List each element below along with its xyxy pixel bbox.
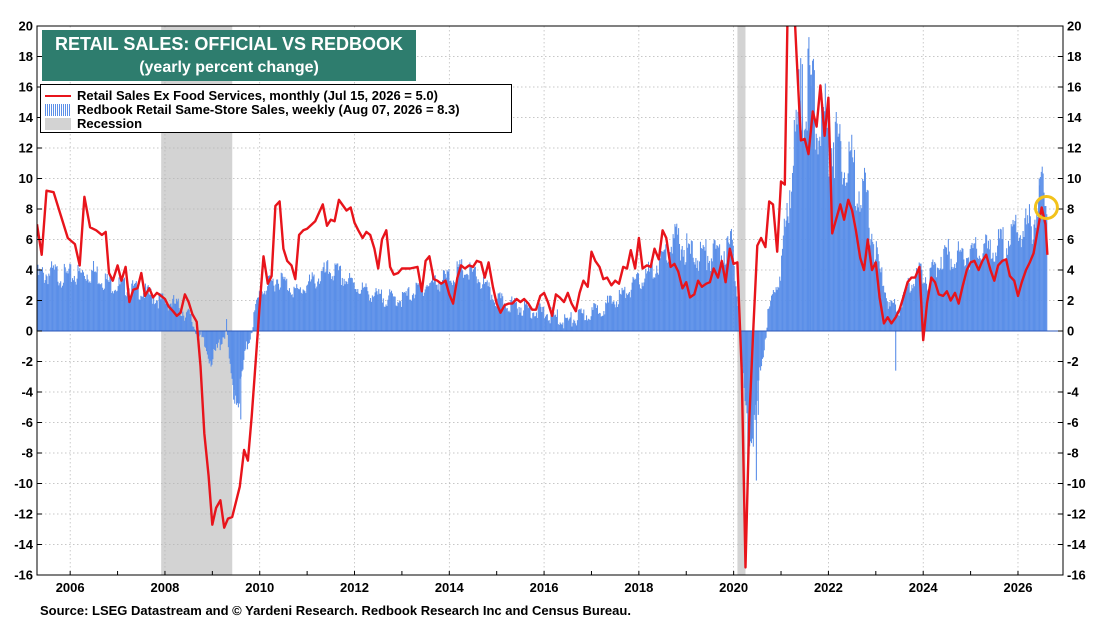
y-tick-label-right: 10 [1067,171,1081,186]
official-series-line [37,26,1049,569]
y-tick-label-right: 18 [1067,49,1081,64]
y-tick-label-left: -14 [14,537,34,552]
y-tick-label-right: 4 [1067,263,1075,278]
chart-subtitle: (yearly percent change) [139,59,319,76]
x-tick-label: 2020 [719,580,748,595]
legend-swatch-recession [45,117,71,130]
official-line [37,26,1049,569]
y-tick-label-left: 10 [19,171,33,186]
legend-label-recession: Recession [77,116,143,131]
y-tick-label-left: 0 [26,324,33,339]
y-tick-label-right: -6 [1067,415,1079,430]
legend: Retail Sales Ex Food Services, monthly (… [40,84,512,133]
source-note: Source: LSEG Datastream and © Yardeni Re… [40,603,631,618]
y-tick-label-right: -8 [1067,446,1079,461]
y-tick-label-left: 18 [19,49,33,64]
y-tick-label-left: 20 [19,19,33,34]
y-axis-left: -16 -14 -12 -10 -8 -6 -4 -2 0 2 4 6 8 10 12 14 16 18 20 [14,19,42,583]
y-tick-label-right: -14 [1067,537,1087,552]
y-tick-label-right: 16 [1067,80,1081,95]
legend-label-redbook: Redbook Retail Same-Store Sales, weekly … [77,102,460,117]
y-tick-label-right: 8 [1067,202,1074,217]
y-tick-label-right: 20 [1067,19,1081,34]
y-tick-label-right: -2 [1067,354,1079,369]
y-tick-label-right: -12 [1067,507,1086,522]
legend-item-official: Retail Sales Ex Food Services, monthly (… [45,88,438,103]
highlight-marker [1033,194,1059,220]
x-tick-label: 2006 [56,580,85,595]
y-tick-label-left: -2 [21,354,33,369]
legend-swatch-bars [45,103,71,116]
y-tick-label-left: 6 [26,232,33,247]
y-tick-label-right: -10 [1067,476,1086,491]
y-tick-label-left: -4 [21,385,33,400]
x-tick-label: 2018 [624,580,653,595]
x-tick-label: 2014 [435,580,465,595]
x-tick-label: 2008 [150,580,179,595]
y-tick-label-right: 14 [1067,110,1082,125]
legend-item-redbook: Redbook Retail Same-Store Sales, weekly … [45,102,460,117]
highlight-circle [1033,194,1059,220]
y-tick-label-left: -6 [21,415,33,430]
x-tick-label: 2026 [1004,580,1033,595]
y-tick-label-left: 12 [19,141,33,156]
y-tick-label-left: 16 [19,80,33,95]
y-tick-label-right: 2 [1067,293,1074,308]
y-tick-label-left: -16 [14,568,33,583]
y-tick-label-right: 12 [1067,141,1081,156]
y-tick-label-left: 4 [26,263,34,278]
x-tick-label: 2022 [814,580,843,595]
legend-swatch-line [45,95,71,97]
x-tick-label: 2012 [340,580,369,595]
y-tick-label-left: 14 [19,110,34,125]
y-axis-right: -16 -14 -12 -10 -8 -6 -4 -2 0 2 4 6 8 10 12 14 16 18 20 [1058,19,1087,583]
y-tick-label-left: -10 [14,476,33,491]
x-tick-label: 2024 [909,580,939,595]
x-tick-label: 2016 [530,580,559,595]
y-tick-label-left: 8 [26,202,33,217]
legend-label-official: Retail Sales Ex Food Services, monthly (… [77,88,438,103]
chart-title-box: RETAIL SALES: OFFICIAL VS REDBOOK (yearl… [42,30,416,81]
x-axis: 2006 2008 2010 2012 2014 2016 2018 2020 2022 2024… [56,571,1033,595]
y-tick-label-right: 0 [1067,324,1074,339]
chart-title: RETAIL SALES: OFFICIAL VS REDBOOK [54,34,404,54]
redbook-bars [36,37,1048,481]
y-tick-label-left: 2 [26,293,33,308]
y-tick-label-left: -12 [14,507,33,522]
y-tick-label-right: -16 [1067,568,1086,583]
x-tick-label: 2010 [245,580,274,595]
y-tick-label-right: -4 [1067,385,1079,400]
y-tick-label-right: 6 [1067,232,1074,247]
y-tick-label-left: -8 [21,446,33,461]
legend-item-recession: Recession [45,116,142,131]
